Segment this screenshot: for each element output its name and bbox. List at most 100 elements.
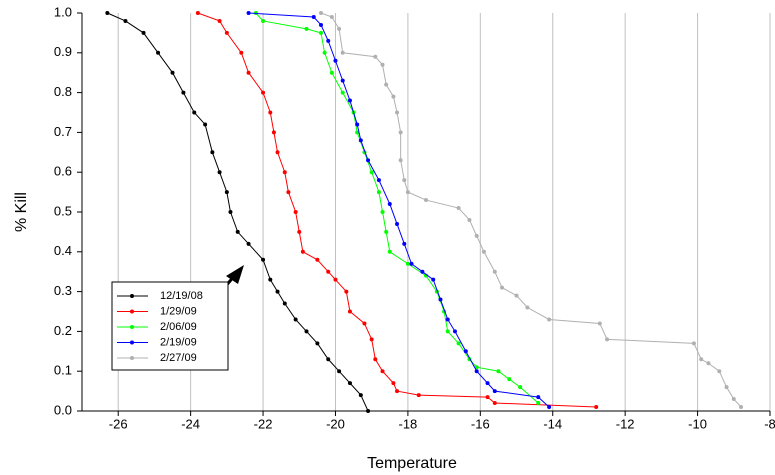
data-point	[246, 70, 251, 75]
data-point	[318, 22, 323, 27]
data-point	[340, 78, 345, 83]
data-point	[293, 210, 298, 214]
data-point	[398, 130, 403, 135]
series-line	[197, 12, 597, 408]
data-point	[405, 261, 410, 266]
data-point	[384, 82, 389, 87]
x-tick-label: -26	[109, 416, 128, 431]
y-tick-label: 0.3	[54, 283, 72, 298]
data-point	[739, 405, 744, 410]
data-point	[340, 50, 345, 55]
data-point	[507, 377, 512, 382]
data-point	[518, 385, 523, 390]
data-point	[438, 297, 443, 302]
data-point	[337, 369, 342, 374]
data-point	[387, 202, 392, 207]
data-point	[333, 277, 338, 282]
data-point	[329, 70, 334, 75]
x-tick-label: -16	[471, 416, 490, 431]
x-tick-label: -10	[688, 416, 707, 431]
data-point	[481, 249, 486, 254]
data-point	[355, 130, 360, 135]
data-point	[424, 198, 428, 203]
data-point	[105, 11, 110, 15]
y-tick-label: 0.5	[54, 203, 72, 218]
data-point	[261, 18, 266, 23]
data-point	[326, 357, 331, 362]
y-tick-label: 1.0	[54, 4, 72, 19]
data-point	[594, 405, 599, 410]
data-point	[387, 249, 392, 254]
data-point	[261, 257, 266, 262]
data-point	[605, 337, 610, 342]
arrow-head	[226, 265, 244, 284]
y-tick-label: 0.7	[54, 124, 72, 139]
data-point	[514, 293, 519, 298]
x-tick-label: -14	[543, 416, 562, 431]
data-point	[297, 229, 302, 234]
data-point	[398, 158, 403, 163]
data-point	[380, 62, 385, 67]
data-point	[402, 241, 407, 246]
data-point	[525, 305, 530, 310]
data-point	[395, 221, 400, 226]
data-point	[329, 14, 334, 19]
data-point	[496, 369, 501, 374]
data-point	[322, 50, 327, 55]
y-tick-label: 0.4	[54, 243, 72, 258]
x-axis-label: Temperature	[367, 455, 457, 472]
data-point	[275, 150, 280, 155]
y-tick-label: 0.9	[54, 44, 72, 59]
data-point	[141, 30, 146, 35]
data-point	[597, 321, 602, 326]
legend-marker	[130, 356, 134, 360]
series-line	[107, 12, 369, 412]
legend-label: 2/27/09	[160, 352, 197, 364]
data-point	[315, 257, 320, 262]
data-point	[217, 18, 222, 23]
data-point	[699, 357, 704, 362]
data-point	[362, 321, 367, 326]
data-point	[358, 138, 363, 143]
data-point	[463, 349, 468, 354]
data-point	[123, 18, 128, 23]
series-line	[255, 12, 539, 404]
data-point	[416, 393, 421, 398]
data-point	[318, 30, 323, 35]
data-point	[706, 361, 711, 366]
data-point	[456, 206, 461, 211]
legend: 12/19/08 1/29/09 2/06/09 2/19/09 2/27/09	[111, 281, 229, 371]
data-point	[347, 98, 352, 103]
data-point	[731, 397, 736, 402]
data-point	[355, 122, 360, 127]
data-point	[246, 11, 251, 15]
series-line	[320, 12, 742, 408]
data-point	[271, 130, 276, 135]
data-point	[376, 178, 381, 183]
data-point	[181, 90, 186, 95]
y-tick-label: 0.6	[54, 164, 72, 179]
data-point	[170, 70, 175, 75]
data-point	[347, 381, 352, 386]
data-point	[224, 190, 229, 195]
x-tick-label: -24	[181, 416, 200, 431]
data-point	[380, 369, 385, 374]
data-point	[500, 285, 505, 290]
data-point	[492, 389, 497, 394]
data-point	[409, 261, 414, 266]
data-point	[315, 341, 320, 346]
data-point	[228, 210, 233, 214]
legend-label: 1/29/09	[160, 305, 197, 317]
data-point	[395, 389, 400, 394]
data-point	[452, 329, 457, 334]
legend-label: 2/19/09	[160, 336, 197, 348]
grid	[77, 12, 771, 416]
data-point	[431, 277, 436, 282]
data-point	[235, 229, 240, 234]
data-point	[369, 337, 374, 342]
data-point	[239, 50, 244, 55]
data-point	[326, 38, 331, 43]
data-point	[347, 309, 352, 314]
data-point	[380, 210, 385, 214]
